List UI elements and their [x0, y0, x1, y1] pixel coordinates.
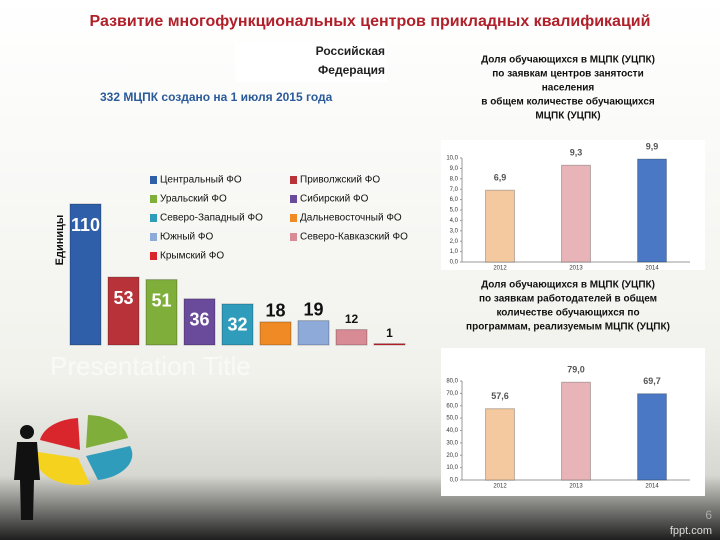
brand: fppt.com	[670, 525, 712, 537]
legend-label: Северо-Западный ФО	[160, 213, 263, 224]
legend-label: Уральский ФО	[160, 194, 227, 205]
subtitle: 332 МЦПК создано на 1 июля 2015 года	[100, 90, 333, 104]
chart-title: Доля обучающихся в МЦПК (УЦПК)	[481, 54, 655, 66]
legend-label: Приволжский ФО	[300, 175, 380, 186]
y-tick-label: 30,0	[446, 440, 458, 446]
y-tick-label: 20,0	[446, 453, 458, 459]
y-tick-label: 5,0	[450, 208, 459, 214]
legend-swatch	[150, 176, 157, 184]
y-tick-label: 50,0	[446, 416, 458, 422]
legend-label: Сибирский ФО	[300, 193, 369, 205]
bar	[637, 158, 667, 263]
legend-label: Центральный ФО	[160, 175, 242, 186]
bar	[107, 276, 140, 346]
bar	[485, 189, 515, 263]
chart-title: в общем количестве обучающихся	[481, 96, 655, 108]
legend-label: Южный ФО	[160, 232, 213, 243]
data-label: 9,9	[646, 141, 659, 151]
data-label: 32	[227, 315, 247, 335]
data-label: 110	[71, 215, 100, 235]
data-label: 79,0	[567, 365, 585, 375]
region: Российская	[316, 44, 385, 58]
bar	[297, 320, 330, 346]
x-tick-label: 2012	[493, 266, 507, 272]
data-label: 6,9	[494, 173, 507, 183]
bar	[637, 393, 667, 481]
y-tick-label: 9,0	[450, 166, 459, 172]
y-tick-label: 1,0	[450, 249, 459, 255]
data-label: 36	[189, 310, 209, 330]
y-tick-label: 10,0	[446, 156, 458, 162]
data-label: 57,6	[491, 391, 509, 401]
y-tick-label: 7,0	[450, 187, 459, 193]
x-tick-label: 2012	[493, 484, 507, 490]
x-tick-label: 2013	[569, 484, 583, 490]
y-tick-label: 0,0	[450, 478, 459, 484]
bar	[183, 298, 216, 346]
legend-swatch	[150, 195, 157, 203]
bar	[485, 408, 515, 481]
y-tick-label: 10,0	[446, 465, 458, 471]
bar	[561, 381, 591, 481]
region: Федерация	[318, 63, 385, 77]
data-label: 1	[386, 326, 393, 340]
y-tick-label: 3,0	[450, 228, 459, 234]
chart-title: количестве обучающихся по	[496, 307, 639, 319]
chart-title: программам, реализуемым МЦПК (УЦПК)	[466, 322, 670, 333]
data-label: 9,3	[570, 148, 583, 158]
y-tick-label: 60,0	[446, 403, 458, 409]
bar	[221, 303, 254, 346]
logo	[36, 415, 133, 486]
chart-title: по заявкам работодателей в общем	[479, 293, 657, 305]
legend-label: Дальневосточный ФО	[300, 213, 402, 224]
legend-swatch	[290, 214, 297, 222]
y-tick-label: 4,0	[450, 218, 459, 224]
data-label: 53	[113, 288, 133, 308]
bar	[561, 164, 591, 263]
legend-swatch	[290, 233, 297, 241]
legend-swatch	[150, 233, 157, 241]
bar	[145, 279, 178, 346]
data-label: 51	[151, 290, 171, 310]
y-tick-label: 70,0	[446, 391, 458, 397]
silhouette	[14, 425, 40, 520]
chart-title: Доля обучающихся в МЦПК (УЦПК)	[481, 279, 655, 291]
chart-title: населения	[542, 83, 595, 94]
legend-swatch	[290, 176, 297, 184]
legend-swatch	[150, 252, 157, 260]
x-tick-label: 2014	[645, 266, 659, 272]
data-label: 19	[303, 299, 323, 319]
page-number: 6	[705, 508, 712, 522]
y-axis-label: Единицы	[54, 215, 66, 266]
bar	[259, 321, 292, 346]
data-label: 18	[265, 301, 285, 321]
watermark: Presentation Title	[50, 351, 251, 381]
x-tick-label: 2014	[645, 484, 659, 490]
chart-title: МЦПК (УЦПК)	[535, 111, 600, 122]
chart-title: по заявкам центров занятости	[492, 69, 643, 80]
legend-label: Крымский ФО	[160, 251, 224, 262]
data-label: 12	[345, 312, 359, 326]
y-tick-label: 6,0	[450, 197, 459, 203]
bar	[69, 203, 102, 346]
x-tick-label: 2013	[569, 266, 583, 272]
legend-swatch	[150, 214, 157, 222]
region-box	[235, 42, 387, 82]
legend-label: Северо-Кавказский ФО	[300, 232, 408, 243]
data-label: 69,7	[643, 376, 661, 386]
y-tick-label: 2,0	[450, 239, 459, 245]
y-tick-label: 80,0	[446, 379, 458, 385]
bar	[335, 329, 368, 346]
bar	[373, 343, 406, 346]
y-tick-label: 0,0	[450, 260, 459, 266]
y-tick-label: 8,0	[450, 176, 459, 182]
slide-title: Развитие многофункциональных центров при…	[90, 13, 651, 30]
y-tick-label: 40,0	[446, 428, 458, 434]
legend-swatch	[290, 195, 297, 203]
